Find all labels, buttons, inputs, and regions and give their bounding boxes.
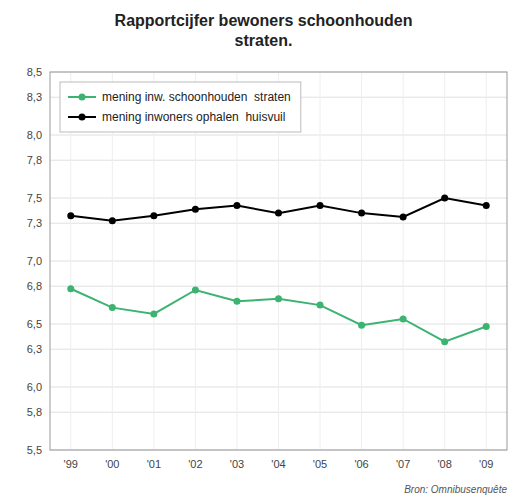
point [441,338,448,345]
x-tick-label: '01 [147,458,161,470]
x-tick-label: '06 [354,458,368,470]
point [441,195,448,202]
y-tick-label: 7,0 [27,255,42,267]
point [67,212,74,219]
grid-line-x [403,72,404,450]
y-tick-label: 8,3 [27,91,42,103]
y-tick-label: 6,0 [27,381,42,393]
y-tick-label: 5,5 [27,444,42,456]
y-tick-label: 8,5 [27,66,42,78]
x-tick-label: '99 [64,458,78,470]
legend-box [60,82,301,132]
y-tick-label: 5,8 [27,406,42,418]
point [67,285,74,292]
legend-label: mening inw. schoonhouden straten [102,90,291,104]
point [192,286,199,293]
x-tick-label: '04 [271,458,285,470]
legend-marker [79,114,86,121]
series-line [71,198,486,221]
legend: mening inw. schoonhouden straten mening i… [60,82,301,132]
title-line: straten. [235,32,293,49]
plot-frame [50,72,507,450]
point [483,202,490,209]
point [358,210,365,217]
point [358,322,365,329]
grid-line-x [444,72,445,450]
point [400,213,407,220]
point [109,217,116,224]
y-tick-label: 6,3 [27,343,42,355]
source: Bron: Omnibusenquête [404,484,507,495]
point [233,202,240,209]
x-tick-label: '09 [479,458,493,470]
point [275,295,282,302]
title: Rapportcijfer bewoners schoonhouden strat… [115,12,413,49]
grid-line-x [320,72,321,450]
y-tick-label: 6,8 [27,280,42,292]
point [317,202,324,209]
x-tick-label: '07 [396,458,410,470]
point [317,302,324,309]
point [150,310,157,317]
title-line: Rapportcijfer bewoners schoonhouden [115,12,413,29]
x-tick-label: '03 [230,458,244,470]
x-tick-label: '02 [188,458,202,470]
grid-line-x [361,72,362,450]
grid-line-x [486,72,487,450]
point [483,323,490,330]
x-tick-label: '08 [438,458,452,470]
y-tick-label: 8,0 [27,129,42,141]
point [192,206,199,213]
y-tick-label: 7,8 [27,154,42,166]
point [109,304,116,311]
y-tick-label: 7,3 [27,217,42,229]
x-tick-label: '00 [105,458,119,470]
x-tick-label: '05 [313,458,327,470]
plot-area [67,195,489,346]
legend-label: mening inwoners ophalen huisvuil [102,110,285,124]
point [400,315,407,322]
series-line [71,289,486,342]
point [275,210,282,217]
chart: Rapportcijfer bewoners schoonhouden strat… [0,0,527,503]
point [150,212,157,219]
legend-marker [79,94,86,101]
point [233,298,240,305]
y-tick-label: 7,5 [27,192,42,204]
grid [50,72,507,450]
y-tick-label: 6,5 [27,318,42,330]
